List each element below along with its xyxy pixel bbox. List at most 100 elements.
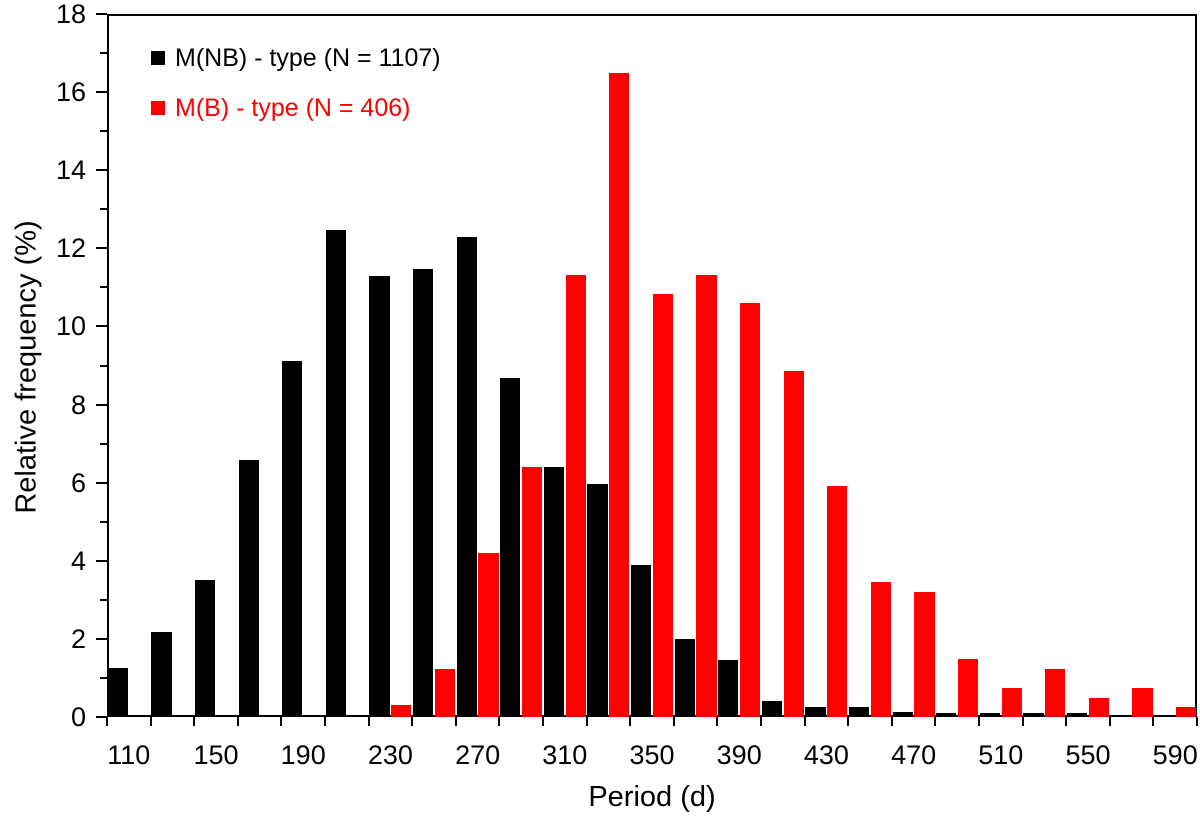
x-tick-label: 310 bbox=[542, 740, 588, 770]
y-minor-tick bbox=[100, 52, 107, 55]
y-minor-tick bbox=[100, 676, 107, 679]
legend-swatch-mnb-icon bbox=[151, 51, 165, 65]
x-tick bbox=[672, 717, 675, 726]
y-tick-label: 14 bbox=[55, 155, 86, 186]
bar-mnb-type bbox=[587, 484, 608, 717]
x-tick-label: 550 bbox=[1065, 740, 1111, 770]
y-major-tick bbox=[96, 325, 107, 328]
x-tick bbox=[454, 717, 457, 726]
y-tick-label: 4 bbox=[70, 545, 86, 576]
bar-mnb-type bbox=[282, 360, 303, 717]
x-tick-label: 470 bbox=[891, 740, 937, 770]
y-axis-title: Relative frequency (%) bbox=[10, 220, 43, 514]
y-tick-label: 8 bbox=[70, 389, 86, 420]
bar-mb-type bbox=[739, 303, 761, 717]
y-minor-tick bbox=[100, 598, 107, 601]
y-tick-label: 10 bbox=[55, 311, 86, 342]
legend-swatch-mb-icon bbox=[151, 101, 165, 115]
bar-mb-type bbox=[434, 668, 456, 717]
x-tick bbox=[1108, 717, 1111, 726]
y-major-tick bbox=[96, 13, 107, 15]
bar-mb-type bbox=[521, 467, 543, 717]
bar-mnb-type bbox=[674, 639, 695, 717]
bar-mnb-type bbox=[936, 713, 957, 717]
y-major-tick bbox=[96, 247, 107, 250]
bar-mb-type bbox=[565, 274, 586, 717]
y-minor-tick bbox=[100, 130, 107, 133]
x-tick bbox=[847, 717, 850, 726]
y-minor-tick bbox=[100, 520, 107, 523]
bar-mnb-type bbox=[848, 706, 870, 717]
x-tick bbox=[760, 717, 762, 726]
x-tick-label: 190 bbox=[280, 740, 326, 770]
legend-label-mb: M(B) - type (N = 406) bbox=[175, 93, 411, 122]
bar-mnb-type bbox=[412, 269, 434, 717]
x-tick bbox=[1065, 717, 1068, 726]
bar-mnb-type bbox=[543, 466, 565, 717]
x-tick bbox=[890, 717, 893, 726]
x-tick-label: 110 bbox=[107, 740, 151, 770]
x-tick bbox=[542, 717, 544, 726]
bar-mb-type bbox=[1175, 707, 1197, 717]
x-tick-label: 150 bbox=[193, 740, 239, 770]
bar-mb-type bbox=[478, 553, 499, 717]
x-tick bbox=[934, 717, 937, 726]
legend: M(NB) - type (N = 1107) M(B) - type (N =… bbox=[151, 44, 441, 144]
x-tick-label: 270 bbox=[455, 740, 501, 770]
y-tick-label: 18 bbox=[55, 0, 86, 29]
x-tick-label: 430 bbox=[803, 740, 849, 770]
bar-mb-type bbox=[957, 659, 979, 717]
bar-mb-type bbox=[696, 274, 717, 717]
bar-mnb-type bbox=[325, 229, 347, 717]
bar-mb-type bbox=[1132, 688, 1153, 717]
y-major-tick bbox=[96, 481, 107, 484]
bar-mb-type bbox=[870, 582, 892, 717]
x-tick bbox=[280, 717, 283, 726]
legend-label-mnb: M(NB) - type (N = 1107) bbox=[175, 43, 441, 72]
y-minor-tick bbox=[100, 364, 107, 367]
x-tick bbox=[803, 717, 806, 726]
x-tick bbox=[324, 717, 326, 726]
bar-mnb-type bbox=[805, 706, 826, 717]
y-tick-label: 2 bbox=[70, 623, 86, 654]
plot-area bbox=[107, 14, 1197, 717]
bar-mb-type bbox=[1045, 668, 1066, 717]
bar-mb-type bbox=[783, 370, 804, 717]
bar-mnb-type bbox=[892, 712, 913, 717]
y-tick-label: 16 bbox=[55, 77, 86, 108]
y-major-tick bbox=[96, 169, 107, 172]
bar-mb-type bbox=[609, 72, 630, 717]
x-tick bbox=[193, 717, 196, 726]
legend-item-mb-type: M(B) - type (N = 406) bbox=[151, 94, 441, 122]
bar-mnb-type bbox=[1023, 713, 1044, 717]
bar-mnb-type bbox=[630, 565, 652, 717]
bar-mnb-type bbox=[761, 700, 783, 717]
x-tick bbox=[978, 717, 980, 726]
y-tick-label: 12 bbox=[55, 233, 86, 264]
x-tick bbox=[498, 717, 501, 726]
y-tick-label: 6 bbox=[70, 467, 86, 498]
x-tick bbox=[1021, 717, 1024, 726]
x-tick-label: 390 bbox=[716, 740, 762, 770]
x-tick bbox=[236, 717, 239, 726]
y-major-tick bbox=[96, 91, 107, 94]
x-tick bbox=[629, 717, 632, 726]
y-minor-tick bbox=[100, 286, 107, 289]
x-tick bbox=[367, 717, 370, 726]
x-tick bbox=[149, 717, 152, 726]
y-major-tick bbox=[96, 716, 107, 718]
bar-mnb-type bbox=[456, 237, 477, 717]
x-tick-label: 510 bbox=[978, 740, 1024, 770]
x-tick-label: 350 bbox=[629, 740, 675, 770]
bar-mnb-type bbox=[1066, 713, 1088, 717]
y-major-tick bbox=[96, 559, 107, 562]
x-tick-label: 590 bbox=[1152, 740, 1198, 770]
bar-mb-type bbox=[914, 592, 935, 717]
y-major-tick bbox=[96, 403, 107, 406]
bar-mb-type bbox=[827, 486, 848, 717]
legend-item-mnb-type: M(NB) - type (N = 1107) bbox=[151, 44, 441, 72]
x-tick bbox=[716, 717, 719, 726]
x-tick bbox=[411, 717, 414, 726]
y-tick-label: 0 bbox=[70, 702, 86, 732]
bar-mnb-type bbox=[979, 713, 1001, 717]
